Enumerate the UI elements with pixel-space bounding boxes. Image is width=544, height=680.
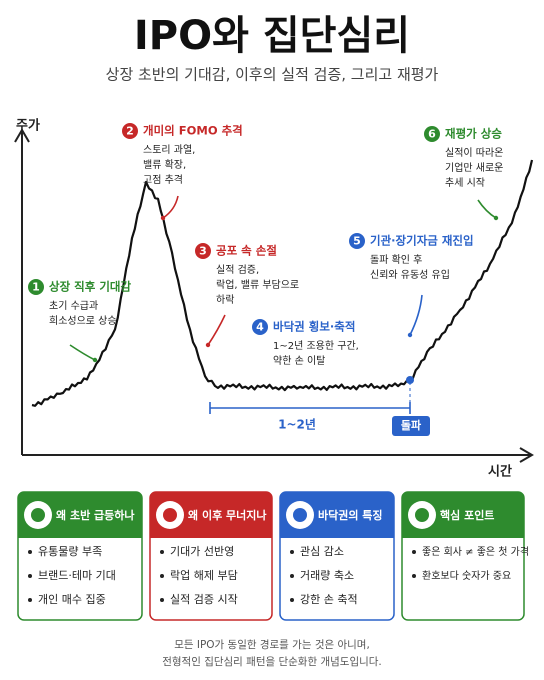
price-curve (31, 159, 534, 407)
card-header (18, 492, 142, 538)
card-title: 바닥권의 특징 (318, 508, 383, 522)
y-axis-label: 주가 (16, 119, 40, 134)
annotation-title: 공포 속 손절 (216, 244, 277, 258)
card-item: 실적 검증 시작 (170, 593, 238, 606)
annotation-text: 약한 손 이탈 (273, 354, 325, 367)
x-axis-label: 시간 (488, 464, 512, 480)
card-header-base (402, 528, 524, 538)
annotation-text: 희소성으로 상승 (49, 315, 117, 327)
annotation-text: 락업, 밸류 부담으로 (216, 278, 299, 291)
card-header-base (18, 528, 142, 538)
card-header (150, 492, 272, 538)
annotation-number: 1 (32, 281, 40, 294)
annotation-number: 3 (199, 245, 207, 258)
arrow-head (92, 357, 98, 363)
card-item: 강한 손 축적 (300, 593, 358, 606)
card-header-base (280, 528, 394, 538)
card-item: 브랜드·테마 기대 (38, 569, 116, 582)
card-title: 핵심 포인트 (440, 508, 494, 522)
card-title: 왜 초반 급등하나 (56, 508, 135, 522)
arrow-head (160, 215, 166, 221)
annotation-text: 돌파 확인 후 (370, 254, 422, 266)
card-item: 개인 매수 집중 (38, 593, 106, 606)
annotation-text: 스토리 과열, (143, 144, 195, 156)
annotation-badge (424, 126, 440, 142)
annotation-text: 추세 시작 (445, 177, 485, 189)
annotation-badge (122, 123, 138, 139)
card-icon-inner (163, 508, 177, 522)
card-item: 환호보다 숫자가 중요 (422, 570, 511, 582)
card-header (280, 492, 394, 538)
card-item: 관심 감소 (300, 545, 344, 558)
breakout-box (392, 416, 430, 436)
subtitle: 상장 초반의 기대감, 이후의 실적 검증, 그리고 재평가 (106, 66, 439, 84)
card-icon-inner (415, 508, 429, 522)
axes (14, 128, 534, 463)
annotation-title: 개미의 FOMO 추격 (143, 124, 243, 138)
breakout-dot (406, 376, 414, 384)
annotation-text: 신뢰와 유동성 유입 (370, 268, 450, 281)
card-bullet (412, 574, 416, 578)
annotation-text: 1~2년 조용한 구간, (273, 340, 359, 352)
annotation-number: 4 (256, 321, 264, 334)
footer-line: 모든 IPO가 동일한 경로를 가는 것은 아니며, (174, 638, 370, 651)
card-bullet (412, 550, 416, 554)
annotation-number: 5 (353, 235, 361, 248)
annotation-text: 실적이 따라온 (445, 147, 503, 159)
card-bullet (290, 598, 294, 602)
annotation-title: 상장 직후 기대감 (49, 280, 131, 294)
annotation-badge (28, 279, 44, 295)
range-label: 1~2년 (278, 418, 316, 432)
card-icon-inner (31, 508, 45, 522)
card-bullet (28, 598, 32, 602)
annotation-badge (349, 233, 365, 249)
annotation-arrow (162, 195, 179, 219)
annotation-arrow (409, 294, 423, 336)
card-bullet (28, 574, 32, 578)
card-bullet (28, 550, 32, 554)
breakout-label: 돌파 (401, 418, 422, 432)
card-item: 유통물량 부족 (38, 545, 102, 558)
card-item: 락업 해제 부담 (170, 568, 238, 582)
x-axis (22, 447, 534, 463)
card-item: 거래량 축소 (300, 569, 354, 582)
y-axis (14, 128, 30, 455)
card-icon-inner (293, 508, 307, 522)
title: IPO와 집단심리 (134, 13, 410, 59)
annotation-arrow (69, 344, 96, 361)
card-bullet (290, 574, 294, 578)
range-bracket (209, 402, 411, 414)
arrow-head (205, 342, 211, 348)
card-bullet (290, 550, 294, 554)
annotation-text: 실적 검증, (216, 264, 259, 276)
footer-line: 전형적인 집단심리 패턴을 단순화한 개념도입니다. (162, 655, 382, 668)
annotation-arrow (477, 199, 497, 219)
annotation-title: 바닥권 횡보·축적 (273, 320, 355, 334)
annotation-badge (195, 243, 211, 259)
card-item: 기대가 선반영 (170, 545, 234, 558)
annotation-number: 2 (126, 125, 134, 138)
annotation-text: 하락 (216, 293, 234, 306)
annotation-text: 고점 추격 (143, 173, 183, 186)
annotation-number: 6 (428, 128, 436, 141)
annotation-title: 기관·장기자금 재진입 (370, 234, 474, 248)
card-header (402, 492, 524, 538)
arrow-head (493, 215, 499, 221)
card-bullet (160, 550, 164, 554)
annotation-text: 기업만 새로운 (445, 161, 503, 174)
card-header-base (150, 528, 272, 538)
annotation-title: 재평가 상승 (445, 127, 502, 141)
card-item: 좋은 회사 ≠ 좋은 첫 가격 (422, 545, 529, 558)
annotation-text: 초기 수급과 (49, 300, 98, 312)
card-bullet (160, 574, 164, 578)
annotation-text: 밸류 확장, (143, 159, 186, 171)
card-bullet (160, 598, 164, 602)
card-title: 왜 이후 무너지나 (188, 508, 267, 522)
annotation-badge (252, 319, 268, 335)
arrow-head (407, 332, 413, 338)
annotation-arrow (207, 314, 226, 346)
